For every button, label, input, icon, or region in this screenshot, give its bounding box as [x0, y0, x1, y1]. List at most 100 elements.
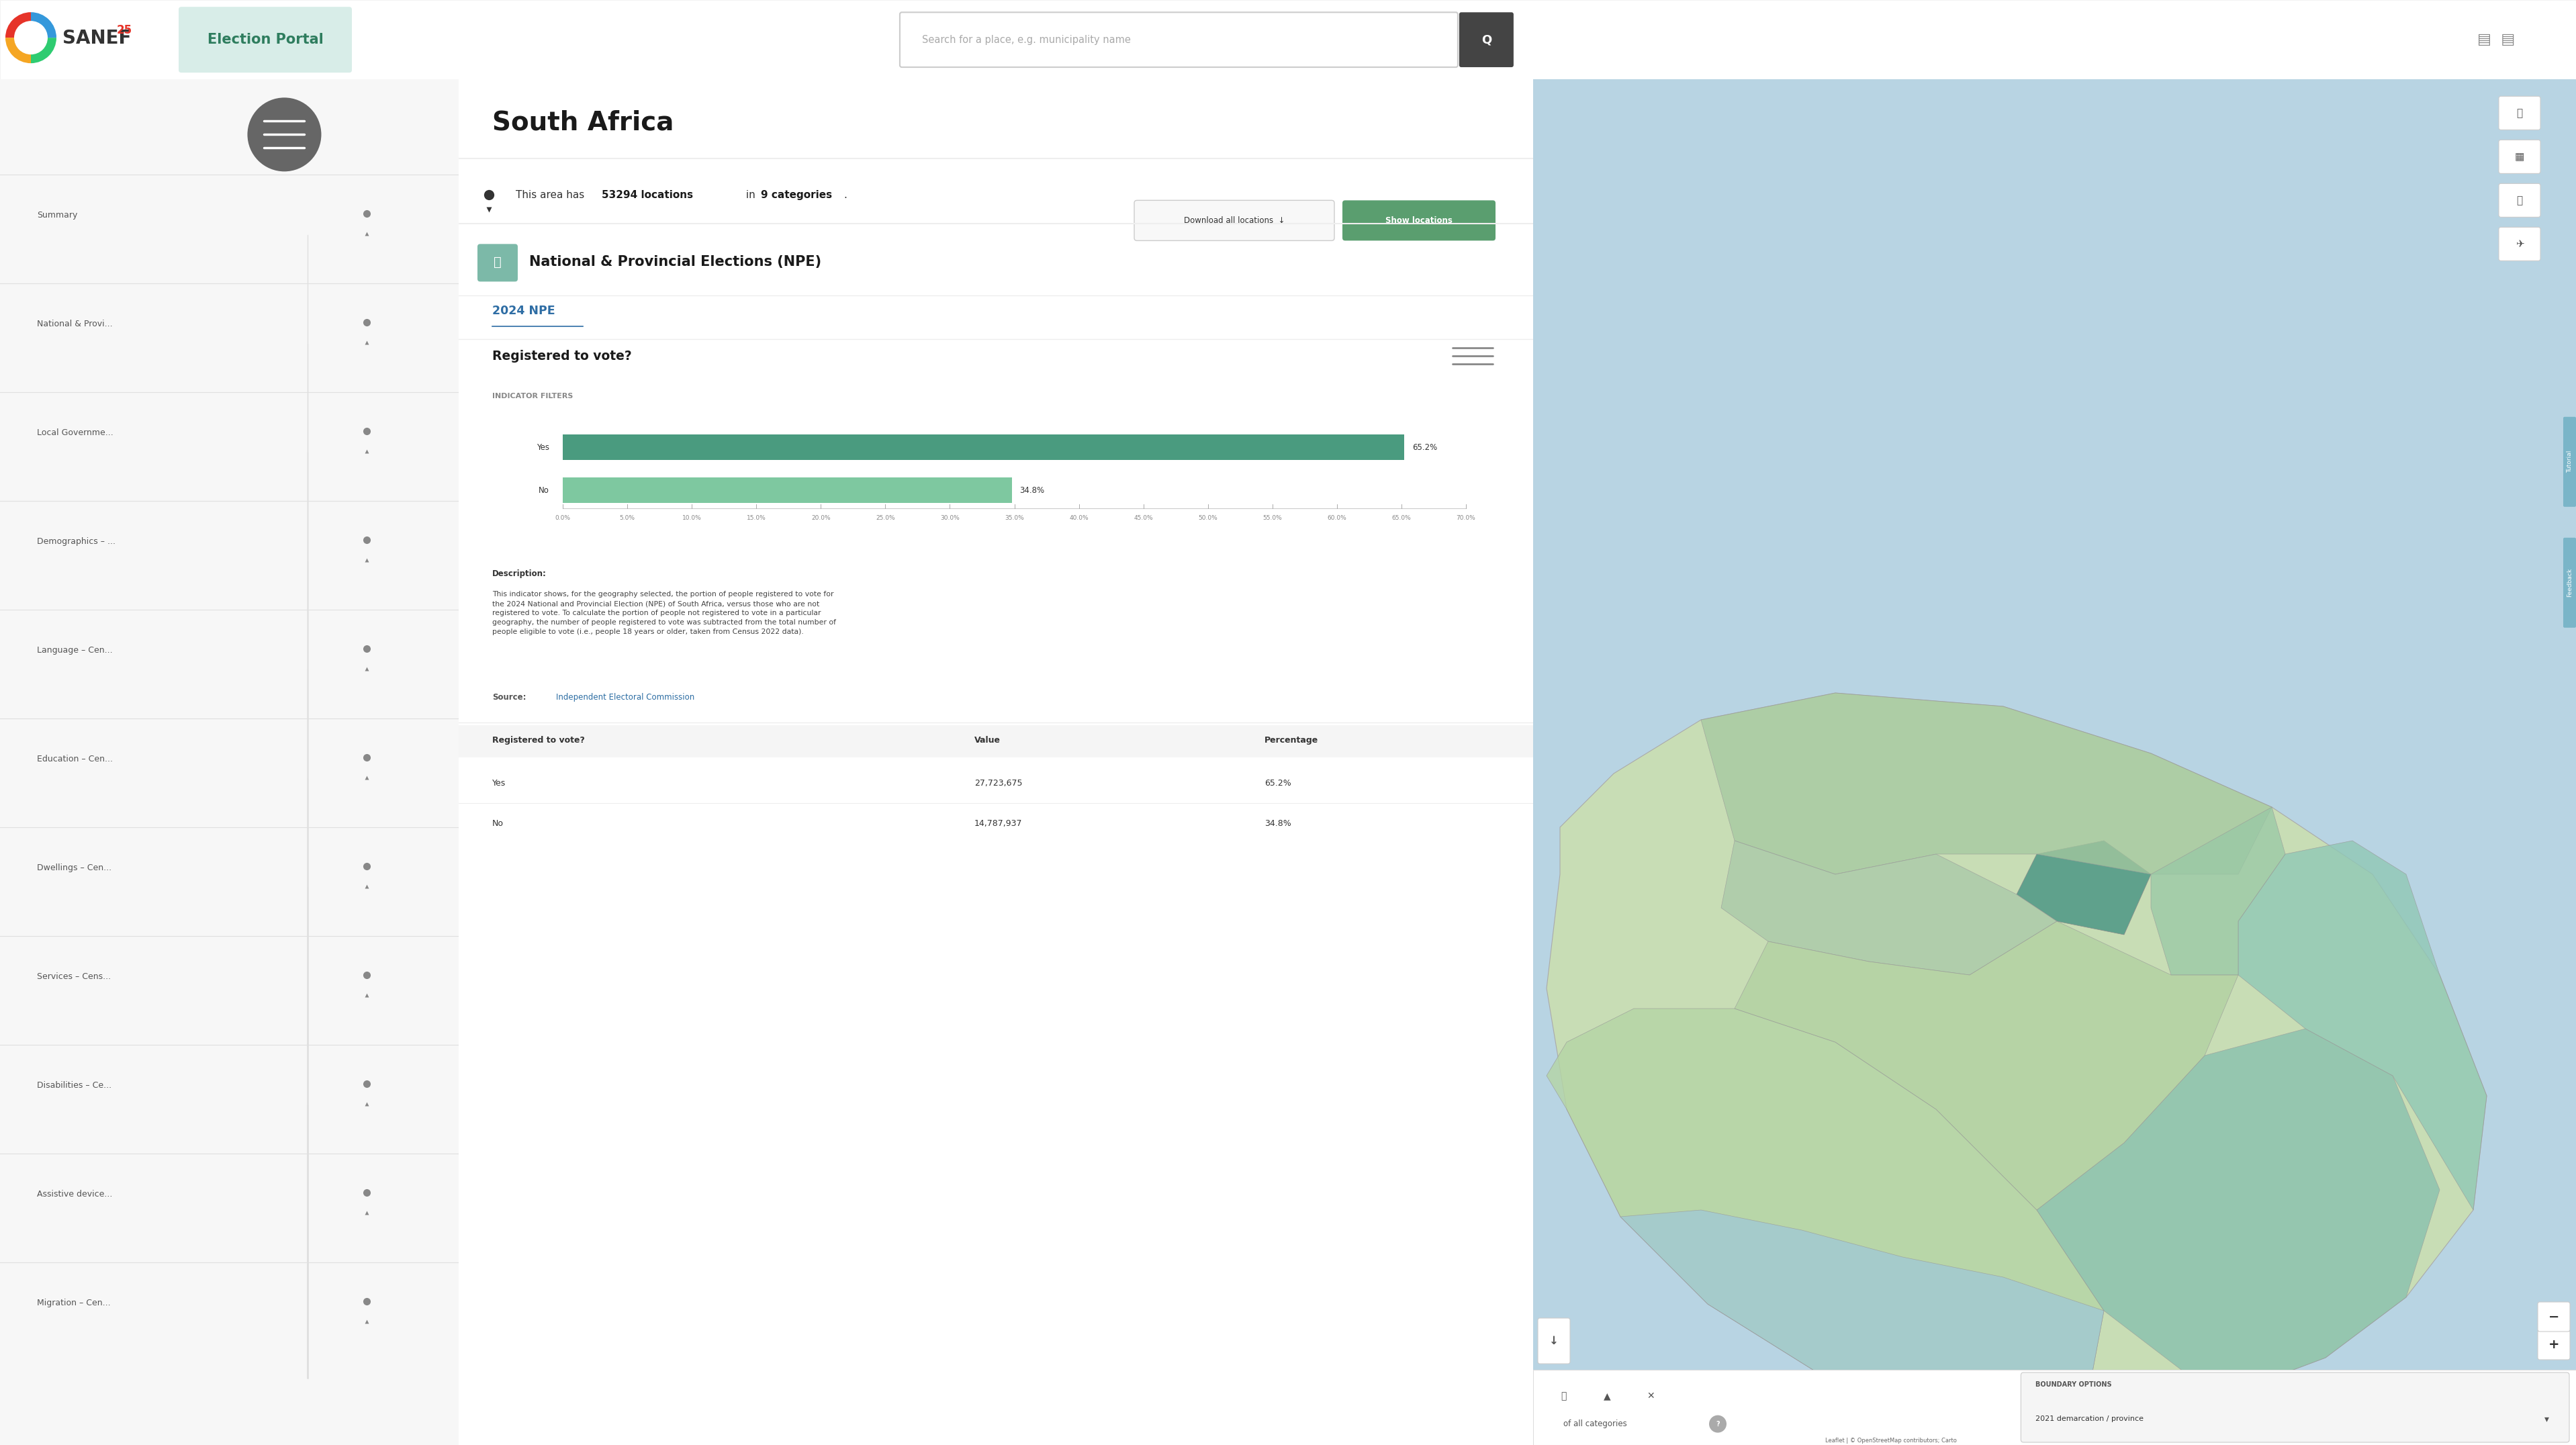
FancyBboxPatch shape — [899, 13, 1458, 66]
Bar — [1533, 1370, 2576, 1445]
Polygon shape — [1721, 841, 2056, 975]
FancyBboxPatch shape — [2563, 538, 2576, 627]
Text: Download all locations  ↓: Download all locations ↓ — [1182, 217, 1285, 225]
Text: INDICATOR FILTERS: INDICATOR FILTERS — [492, 393, 572, 400]
Wedge shape — [31, 38, 57, 64]
Text: ▲: ▲ — [1602, 1392, 1610, 1400]
Text: 25.0%: 25.0% — [876, 516, 894, 522]
Text: .: . — [842, 189, 848, 199]
Text: Education – Cen...: Education – Cen... — [36, 754, 113, 763]
Text: 30.0%: 30.0% — [940, 516, 958, 522]
Bar — [562, 435, 1404, 460]
Text: 15.0%: 15.0% — [747, 516, 765, 522]
Polygon shape — [2239, 841, 2486, 1209]
Text: 45.0%: 45.0% — [1133, 516, 1151, 522]
FancyBboxPatch shape — [477, 244, 518, 282]
Text: Language – Cen...: Language – Cen... — [36, 646, 113, 655]
Text: Search for a place, e.g. municipality name: Search for a place, e.g. municipality na… — [922, 35, 1131, 45]
Polygon shape — [1546, 694, 2486, 1418]
Text: ▦: ▦ — [2514, 152, 2524, 162]
Text: 35.0%: 35.0% — [1005, 516, 1023, 522]
FancyBboxPatch shape — [2537, 1331, 2568, 1360]
Text: National & Provincial Elections (NPE): National & Provincial Elections (NPE) — [528, 256, 822, 269]
FancyBboxPatch shape — [2537, 1302, 2568, 1331]
Circle shape — [1708, 1415, 1726, 1432]
Text: ⓘ: ⓘ — [1561, 1392, 1566, 1400]
Text: 65.2%: 65.2% — [1265, 779, 1291, 788]
Text: ✕: ✕ — [1646, 1392, 1654, 1400]
Text: 65.0%: 65.0% — [1391, 516, 1412, 522]
Text: 34.8%: 34.8% — [1265, 819, 1291, 828]
FancyBboxPatch shape — [2020, 1373, 2568, 1442]
Wedge shape — [5, 12, 31, 38]
Text: 55.0%: 55.0% — [1262, 516, 1283, 522]
Text: ↓: ↓ — [1548, 1335, 1558, 1347]
Wedge shape — [31, 12, 57, 38]
Polygon shape — [2035, 1029, 2439, 1397]
Polygon shape — [1734, 922, 2239, 1209]
Text: 2024 NPE: 2024 NPE — [492, 305, 554, 316]
Text: 40.0%: 40.0% — [1069, 516, 1087, 522]
Text: Independent Electoral Commission: Independent Electoral Commission — [556, 692, 696, 702]
Text: This area has: This area has — [515, 189, 587, 199]
Text: Services – Cens...: Services – Cens... — [36, 972, 111, 981]
FancyBboxPatch shape — [2563, 416, 2576, 507]
Text: 27,723,675: 27,723,675 — [974, 779, 1023, 788]
Wedge shape — [5, 38, 31, 64]
Text: Description:: Description: — [492, 569, 546, 578]
FancyBboxPatch shape — [2499, 184, 2540, 217]
FancyBboxPatch shape — [178, 7, 353, 72]
Text: 65.2%: 65.2% — [1412, 444, 1437, 452]
Text: Q: Q — [1481, 33, 1492, 46]
Text: Registered to vote?: Registered to vote? — [492, 736, 585, 744]
Text: Assistive device...: Assistive device... — [36, 1189, 113, 1198]
Text: No: No — [492, 819, 502, 828]
Circle shape — [247, 98, 322, 172]
Polygon shape — [1620, 1209, 2105, 1418]
Text: 70.0%: 70.0% — [1455, 516, 1476, 522]
Bar — [562, 478, 1012, 503]
Text: of all categories: of all categories — [1564, 1419, 1625, 1428]
Text: National & Provi...: National & Provi... — [36, 319, 113, 328]
Text: No: No — [538, 486, 549, 494]
FancyBboxPatch shape — [1342, 201, 1494, 241]
Text: 5.0%: 5.0% — [618, 516, 634, 522]
Text: Yes: Yes — [492, 779, 505, 788]
Text: 2021 demarcation / province: 2021 demarcation / province — [2035, 1415, 2143, 1422]
Text: +: + — [2548, 1338, 2558, 1351]
Text: Migration – Cen...: Migration – Cen... — [36, 1299, 111, 1308]
Text: Percentage: Percentage — [1265, 736, 1319, 744]
Text: in: in — [742, 189, 757, 199]
Polygon shape — [1546, 1009, 2105, 1418]
Text: Show locations: Show locations — [1386, 217, 1453, 225]
Bar — [459, 725, 1533, 757]
FancyBboxPatch shape — [2499, 140, 2540, 173]
FancyBboxPatch shape — [2499, 97, 2540, 130]
Text: 9 categories: 9 categories — [760, 189, 832, 199]
Text: ✈: ✈ — [2514, 238, 2524, 249]
Text: Tutorial: Tutorial — [2566, 451, 2571, 473]
Text: 14,787,937: 14,787,937 — [974, 819, 1023, 828]
Text: Feedback: Feedback — [2566, 568, 2571, 597]
Text: Disabilities – Ce...: Disabilities – Ce... — [36, 1081, 111, 1090]
Polygon shape — [1700, 694, 2272, 874]
Text: Yes: Yes — [536, 444, 549, 452]
Text: BOUNDARY OPTIONS: BOUNDARY OPTIONS — [2035, 1381, 2112, 1389]
Text: Local Governme...: Local Governme... — [36, 428, 113, 436]
Text: Source:: Source: — [492, 692, 526, 702]
Text: SANEF: SANEF — [62, 29, 131, 48]
FancyBboxPatch shape — [1133, 201, 1334, 241]
Text: 10.0%: 10.0% — [683, 516, 701, 522]
Text: Election Portal: Election Portal — [206, 33, 322, 46]
FancyBboxPatch shape — [2499, 227, 2540, 260]
Text: This indicator shows, for the geography selected, the portion of people register: This indicator shows, for the geography … — [492, 591, 835, 636]
Text: 25: 25 — [116, 25, 131, 36]
Text: ⎙: ⎙ — [2517, 108, 2522, 118]
Text: 20.0%: 20.0% — [811, 516, 829, 522]
Text: ▤  ▤: ▤ ▤ — [2476, 33, 2514, 46]
Text: Dwellings – Cen...: Dwellings – Cen... — [36, 864, 111, 873]
FancyBboxPatch shape — [1538, 1318, 1569, 1364]
Polygon shape — [2151, 808, 2285, 975]
FancyBboxPatch shape — [1458, 13, 1512, 66]
Text: Demographics – ...: Demographics – ... — [36, 538, 116, 546]
